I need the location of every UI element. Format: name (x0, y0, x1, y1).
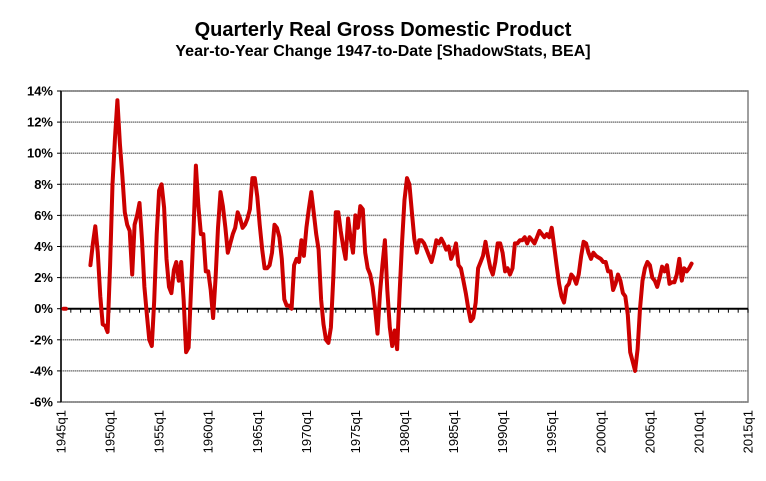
series-group (61, 98, 694, 373)
x-tick-label: 1950q1 (103, 410, 118, 453)
x-tick-label: 1945q1 (54, 410, 69, 453)
y-tick-label: 0% (34, 301, 53, 316)
x-tick-label: 2010q1 (691, 410, 706, 453)
chart-subtitle: Year-to-Year Change 1947-to-Date [Shadow… (175, 43, 591, 60)
x-tick-label: 1975q1 (348, 410, 363, 453)
x-tick-label: 1995q1 (544, 410, 559, 453)
x-tick-label: 1990q1 (495, 410, 510, 453)
x-tick-label: 1955q1 (152, 410, 167, 453)
x-axis: 1945q1 1950q1 1955q1 1960q1 1965q1 1970q1 1975… (54, 307, 756, 453)
x-tick-label: 2005q1 (642, 410, 657, 453)
x-tick-label: 1960q1 (201, 410, 216, 453)
y-tick-label: -4% (30, 363, 54, 378)
series-line (88, 98, 694, 373)
x-tick-label: 1985q1 (446, 410, 461, 453)
y-tick-label: 2% (34, 270, 53, 285)
x-tick-label: 1980q1 (397, 410, 412, 453)
y-tick-label: 4% (34, 239, 53, 254)
x-tick-label: 2015q1 (741, 410, 756, 453)
y-tick-label: 8% (34, 177, 53, 192)
chart-title: Quarterly Real Gross Domestic Product (194, 19, 572, 41)
y-tick-label: -2% (30, 332, 54, 347)
y-tick-label: 10% (27, 146, 53, 161)
y-tick-label: 12% (27, 115, 53, 130)
x-tick-label: 1970q1 (299, 410, 314, 453)
y-axis: 14% 12% 10% 8% 6% 4% 2% 0% -2% -4% -6% (27, 84, 62, 410)
x-tick-label: 2000q1 (593, 410, 608, 453)
y-tick-label: 6% (34, 208, 53, 223)
y-tick-label: 14% (27, 84, 53, 99)
x-tick-label: 1965q1 (250, 410, 265, 453)
y-tick-label: -6% (30, 395, 54, 410)
